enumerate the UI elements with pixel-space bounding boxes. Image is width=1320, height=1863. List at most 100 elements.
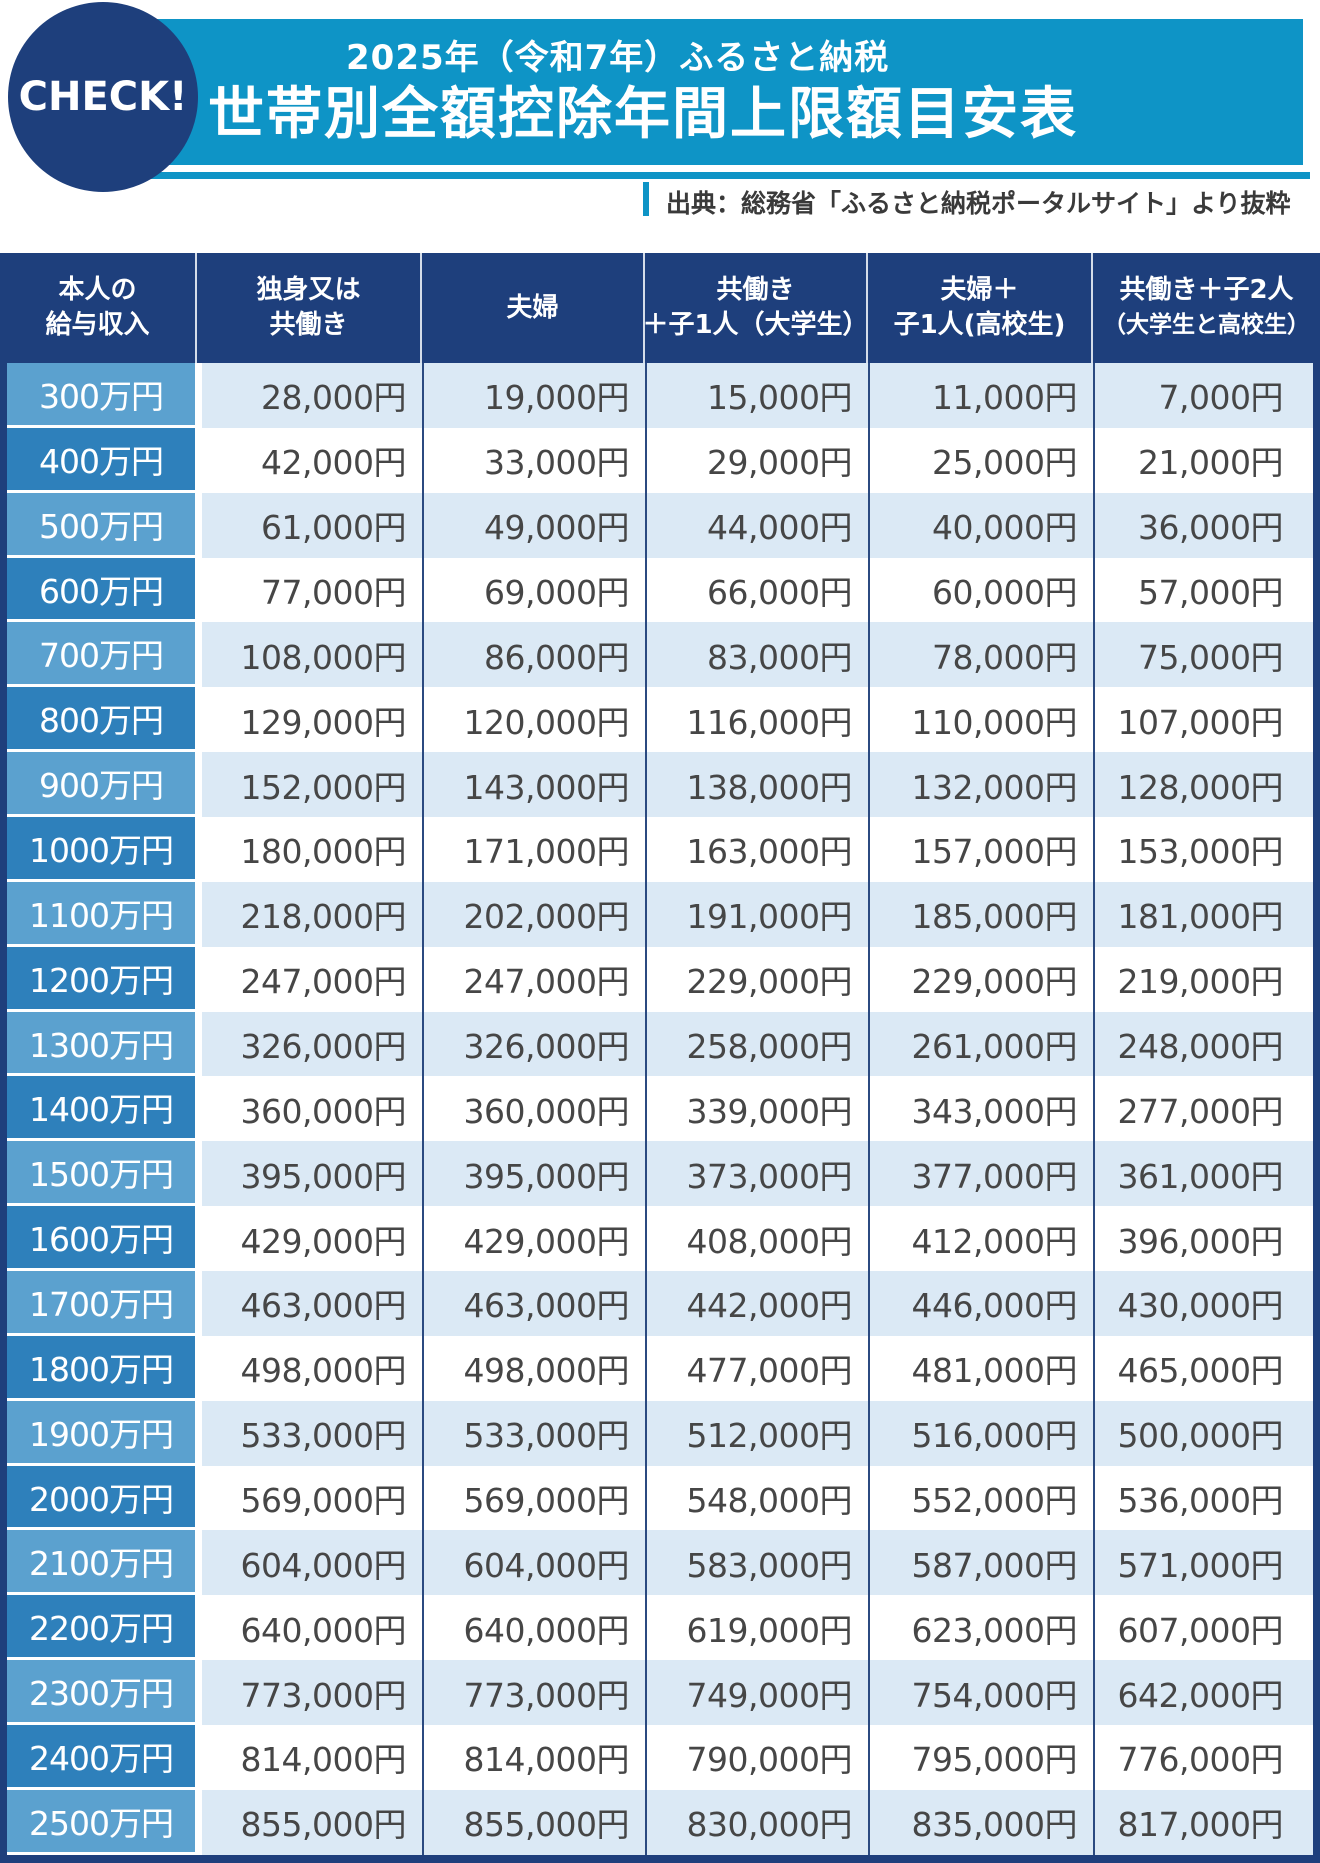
column-header-4: 共働き ＋子1人（大学生） [642,253,869,363]
limit-value-cell: 191,000円 [645,881,868,947]
table-row: 2300万円 773,000円 773,000円 749,000円 754,000円 64… [7,1660,1313,1726]
column-header-line1: 共働き＋子2人 [1119,275,1294,305]
limit-value-cell: 583,000円 [645,1530,868,1596]
limit-value-cell: 277,000円 [1093,1076,1313,1142]
income-cell: 1800万円 [7,1335,202,1401]
limit-value-cell: 463,000円 [422,1271,645,1336]
limit-value-cell: 569,000円 [202,1465,422,1531]
limit-value-cell: 855,000円 [422,1789,645,1855]
limit-value-cell: 107,000円 [1093,687,1313,753]
limit-value-cell: 536,000円 [1093,1465,1313,1531]
table-row: 800万円 129,000円 120,000円 116,000円 110,000円 107… [7,687,1313,753]
limit-value-cell: 481,000円 [868,1335,1093,1401]
limit-value-cell: 429,000円 [202,1206,422,1272]
limit-value-cell: 623,000円 [868,1595,1093,1661]
income-cell: 2000万円 [7,1465,202,1531]
limit-value-cell: 247,000円 [202,946,422,1012]
limit-value-cell: 463,000円 [202,1271,422,1336]
income-cell: 2100万円 [7,1530,202,1596]
income-cell: 800万円 [7,687,202,753]
limit-value-cell: 776,000円 [1093,1725,1313,1790]
limit-value-cell: 132,000円 [868,752,1093,818]
limit-value-cell: 180,000円 [202,817,422,882]
income-cell: 600万円 [7,557,202,623]
limit-value-cell: 339,000円 [645,1076,868,1142]
limit-value-cell: 61,000円 [202,492,422,558]
table-row: 1100万円 218,000円 202,000円 191,000円 185,000円 18… [7,881,1313,947]
column-header-2: 独身又は 共働き [197,253,422,363]
limit-value-cell: 120,000円 [422,687,645,753]
column-header-line1: 夫婦 [506,292,559,323]
limit-value-cell: 163,000円 [645,817,868,882]
limit-value-cell: 181,000円 [1093,881,1313,947]
limit-value-cell: 814,000円 [422,1725,645,1790]
table-row: 2000万円 569,000円 569,000円 548,000円 552,000円 53… [7,1465,1313,1531]
limit-value-cell: 446,000円 [868,1271,1093,1336]
table-body: 300万円 28,000円 19,000円 15,000円 11,000円 7,000円 4… [0,363,1320,1863]
limit-value-cell: 19,000円 [422,363,645,428]
table-row: 1200万円 247,000円 247,000円 229,000円 229,000円 21… [7,946,1313,1012]
table-row: 500万円 61,000円 49,000円 44,000円 40,000円 36,000円 [7,492,1313,558]
limit-value-cell: 171,000円 [422,817,645,882]
limit-value-cell: 28,000円 [202,363,422,428]
limit-value-cell: 516,000円 [868,1400,1093,1466]
limit-value-cell: 814,000円 [202,1725,422,1790]
limit-value-cell: 326,000円 [422,1011,645,1077]
limit-value-cell: 619,000円 [645,1595,868,1661]
table-header-row: 本人の 給与収入 独身又は 共働き 夫婦 共働き ＋子1人（大学生） 夫婦＋ 子1人(高校生) 共… [0,253,1320,363]
limit-value-cell: 218,000円 [202,881,422,947]
limit-value-cell: 129,000円 [202,687,422,753]
income-cell: 1400万円 [7,1076,202,1142]
table-row: 1000万円 180,000円 171,000円 163,000円 157,000円 15… [7,817,1313,882]
limit-value-cell: 247,000円 [422,946,645,1012]
limit-value-cell: 153,000円 [1093,817,1313,882]
limit-value-cell: 261,000円 [868,1011,1093,1077]
limit-value-cell: 835,000円 [868,1789,1093,1855]
column-header-6: 共働き＋子2人 （大学生と高校生） [1093,253,1320,363]
limit-value-cell: 498,000円 [202,1335,422,1401]
limit-value-cell: 157,000円 [868,817,1093,882]
limit-value-cell: 429,000円 [422,1206,645,1272]
limit-value-cell: 604,000円 [422,1530,645,1596]
limit-value-cell: 408,000円 [645,1206,868,1272]
limit-value-cell: 229,000円 [868,946,1093,1012]
limit-value-cell: 604,000円 [202,1530,422,1596]
limit-value-cell: 500,000円 [1093,1400,1313,1466]
limit-value-cell: 66,000円 [645,557,868,623]
limit-value-cell: 258,000円 [645,1011,868,1077]
limit-value-cell: 229,000円 [645,946,868,1012]
limit-value-cell: 49,000円 [422,492,645,558]
limit-value-cell: 430,000円 [1093,1271,1313,1336]
limit-value-cell: 552,000円 [868,1465,1093,1531]
column-header-line2: （大学生と高校生） [1103,312,1310,338]
limit-value-cell: 817,000円 [1093,1789,1313,1855]
limit-value-cell: 498,000円 [422,1335,645,1401]
limit-value-cell: 44,000円 [645,492,868,558]
table-row: 1300万円 326,000円 326,000円 258,000円 261,000円 24… [7,1011,1313,1077]
limit-value-cell: 21,000円 [1093,427,1313,493]
limit-value-cell: 60,000円 [868,557,1093,623]
table-row: 2100万円 604,000円 604,000円 583,000円 587,000円 57… [7,1530,1313,1596]
limit-value-cell: 108,000円 [202,622,422,688]
income-cell: 1000万円 [7,817,202,882]
limit-value-cell: 360,000円 [202,1076,422,1142]
limit-value-cell: 128,000円 [1093,752,1313,818]
limit-value-cell: 69,000円 [422,557,645,623]
limit-value-cell: 143,000円 [422,752,645,818]
limit-value-cell: 749,000円 [645,1660,868,1726]
limit-value-cell: 607,000円 [1093,1595,1313,1661]
limit-value-cell: 138,000円 [645,752,868,818]
income-cell: 2300万円 [7,1660,202,1726]
table-row: 2200万円 640,000円 640,000円 619,000円 623,000円 60… [7,1595,1313,1661]
limit-value-cell: 185,000円 [868,881,1093,947]
income-cell: 400万円 [7,427,202,493]
check-badge-label: CHECK! [18,74,188,120]
limit-value-cell: 773,000円 [202,1660,422,1726]
income-cell: 1500万円 [7,1141,202,1207]
limit-value-cell: 33,000円 [422,427,645,493]
limit-value-cell: 571,000円 [1093,1530,1313,1596]
limit-value-cell: 152,000円 [202,752,422,818]
income-cell: 1900万円 [7,1400,202,1466]
check-badge: CHECK! [8,2,198,192]
limit-value-cell: 29,000円 [645,427,868,493]
